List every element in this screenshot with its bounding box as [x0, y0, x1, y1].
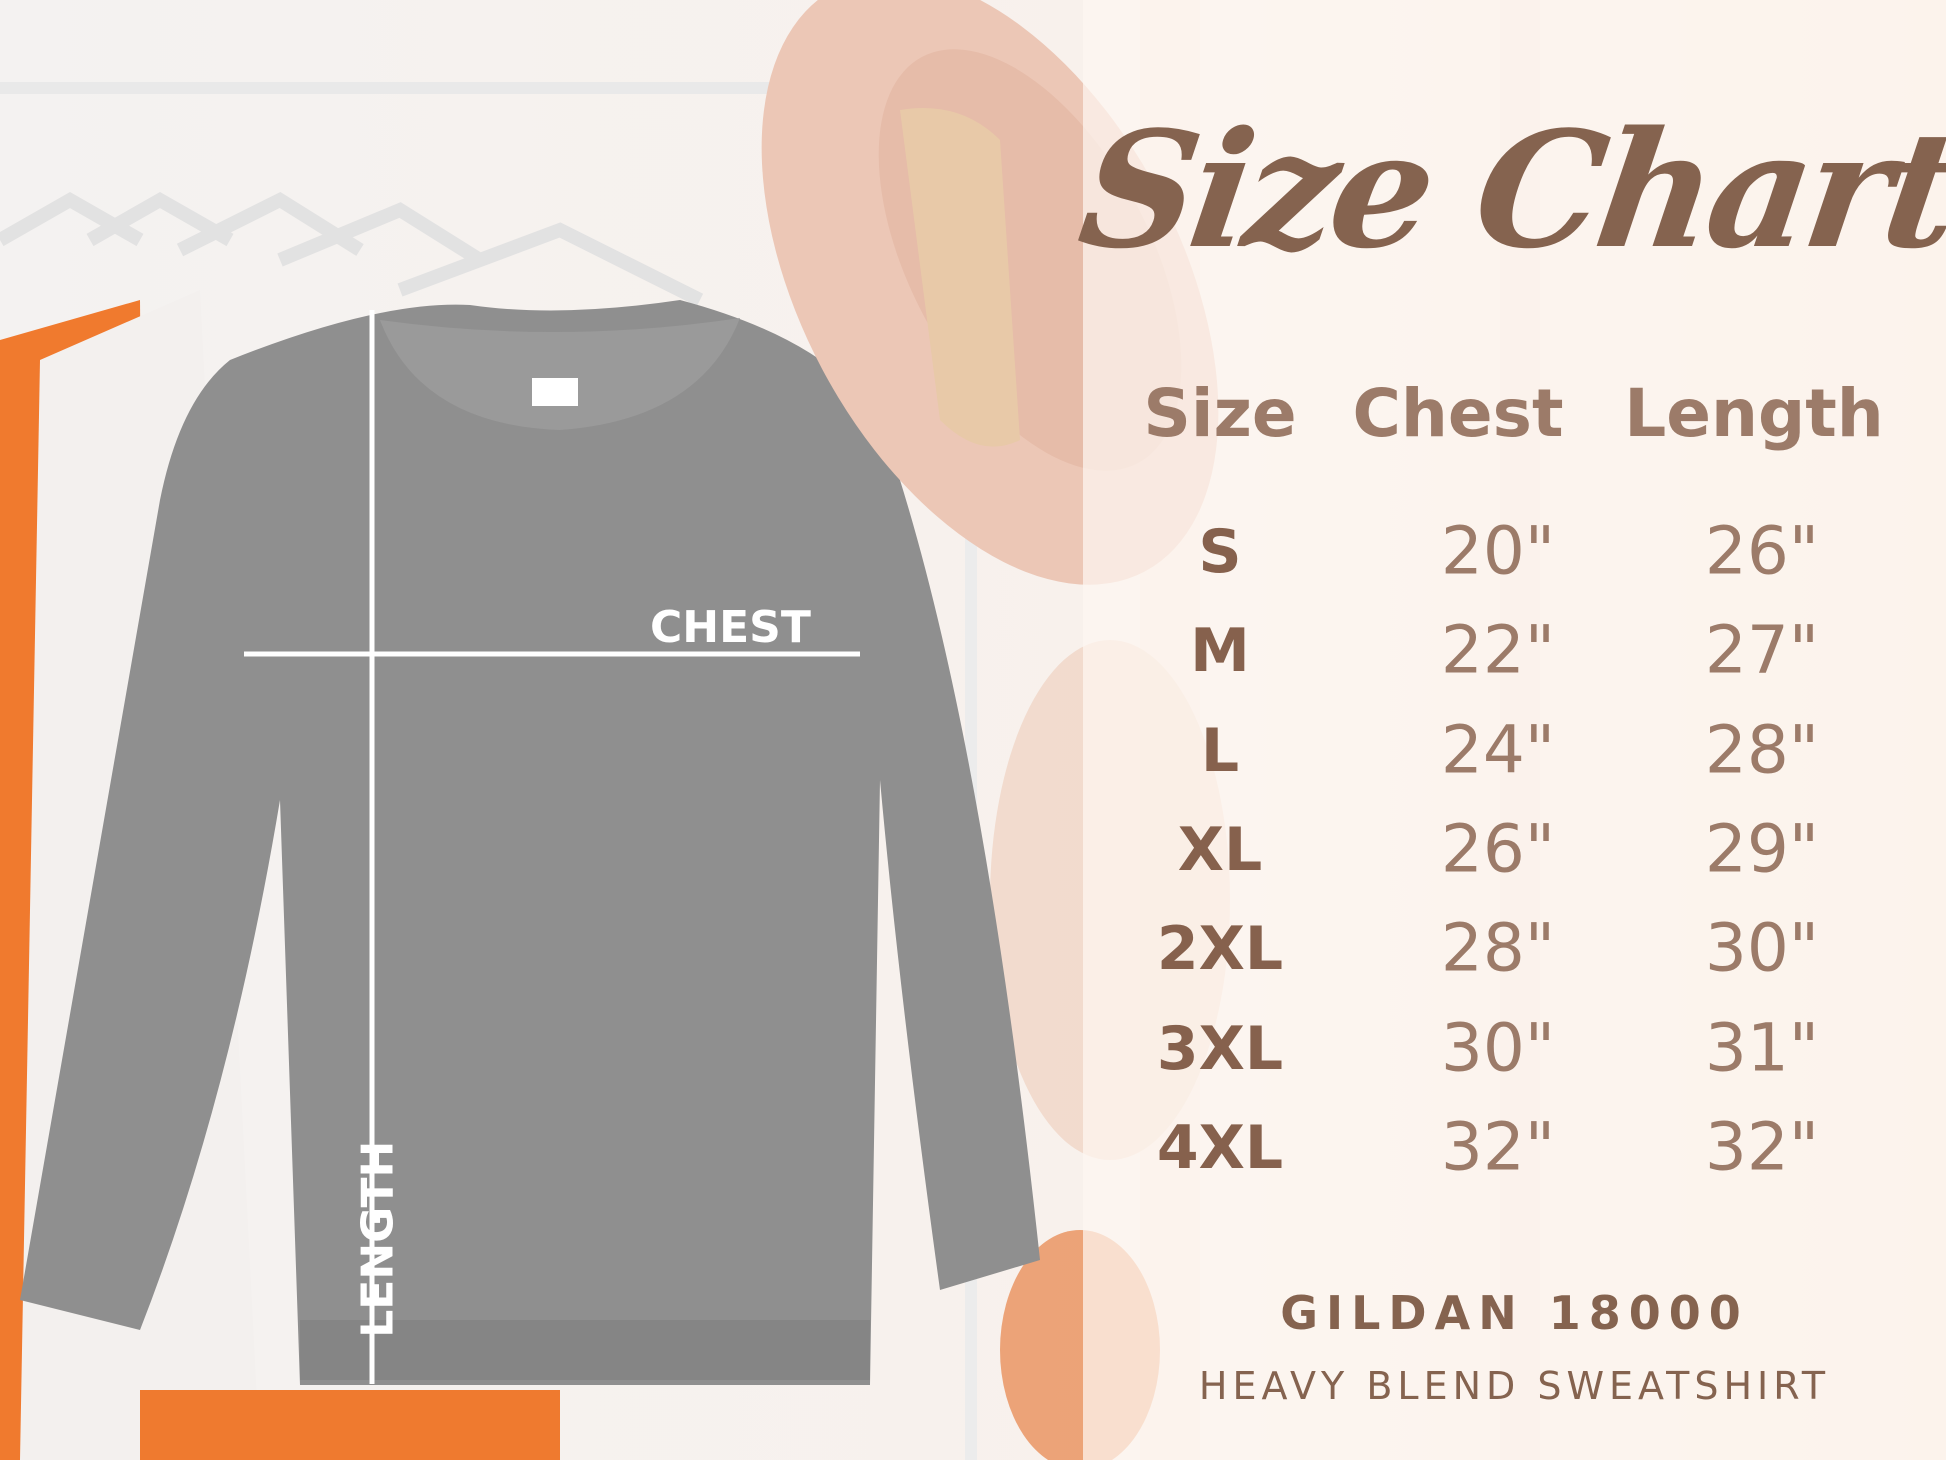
size-cell: S — [1198, 517, 1242, 587]
chest-cell: 26" — [1440, 810, 1556, 888]
size-cell: 2XL — [1156, 914, 1284, 984]
length-label: LENGTH — [352, 1140, 404, 1338]
brand-label: GILDAN 18000 — [1280, 1286, 1749, 1340]
length-cell: 31" — [1704, 1009, 1820, 1087]
column-header-length: Length — [1624, 375, 1884, 452]
chest-cell: 22" — [1440, 611, 1556, 689]
product-label: HEAVY BLEND SWEATSHIRT — [1198, 1364, 1831, 1408]
size-chart-panel — [1083, 0, 1946, 1460]
gray-sweatshirt — [20, 300, 1040, 1385]
size-cell: XL — [1177, 815, 1263, 885]
length-cell: 32" — [1704, 1108, 1820, 1186]
size-cell: L — [1200, 716, 1240, 786]
chest-cell: 30" — [1440, 1009, 1556, 1087]
size-cell: 4XL — [1156, 1113, 1284, 1183]
column-header-chest: Chest — [1352, 375, 1564, 452]
chest-label: CHEST — [650, 602, 811, 653]
chest-cell: 28" — [1440, 909, 1556, 987]
size-cell: 3XL — [1156, 1014, 1284, 1084]
page-title: Size Chart — [1069, 96, 1946, 284]
column-header-size: Size — [1143, 375, 1297, 452]
clothes-rack — [0, 82, 800, 94]
length-cell: 29" — [1704, 810, 1820, 888]
length-cell: 30" — [1704, 909, 1820, 987]
length-cell: 26" — [1704, 512, 1820, 590]
chest-cell: 24" — [1440, 711, 1556, 789]
length-cell: 28" — [1704, 711, 1820, 789]
chest-cell: 20" — [1440, 512, 1556, 590]
chest-cell: 32" — [1440, 1108, 1556, 1186]
length-cell: 27" — [1704, 611, 1820, 689]
size-cell: M — [1190, 616, 1250, 686]
